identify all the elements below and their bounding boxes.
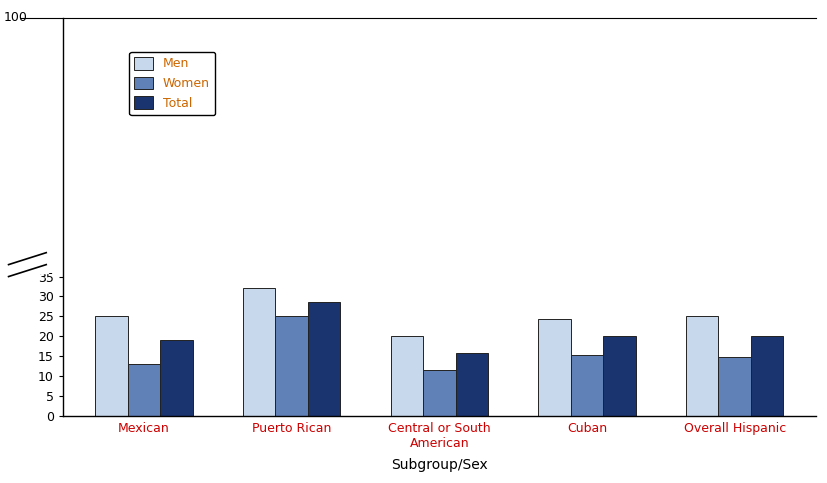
Bar [160,340,193,416]
Bar [423,370,456,416]
Bar [127,364,160,416]
Bar [751,336,783,416]
Bar [686,316,719,416]
Bar [603,336,636,416]
Bar [308,302,341,416]
Bar [538,319,571,416]
Bar [275,316,308,416]
Bar [571,355,603,416]
Polygon shape [10,22,48,272]
Bar [456,353,488,416]
Y-axis label: Percentage: Percentage [16,178,30,256]
X-axis label: Subgroup/Sex: Subgroup/Sex [391,458,488,472]
Bar [95,316,127,416]
Bar [390,336,423,416]
Bar [719,357,751,416]
Text: 100: 100 [4,11,28,24]
Bar [243,288,275,416]
Legend: Men, Women, Total: Men, Women, Total [129,52,215,115]
